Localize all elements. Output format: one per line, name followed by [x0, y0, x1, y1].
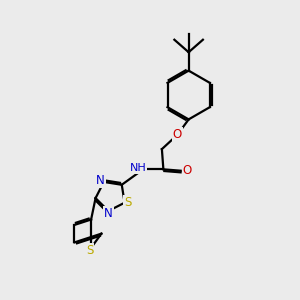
Text: N: N	[104, 207, 113, 220]
Text: N: N	[96, 174, 105, 187]
Text: S: S	[124, 196, 131, 209]
Text: O: O	[182, 164, 192, 177]
Text: S: S	[86, 244, 93, 257]
Text: NH: NH	[129, 163, 146, 173]
Text: O: O	[173, 128, 182, 141]
